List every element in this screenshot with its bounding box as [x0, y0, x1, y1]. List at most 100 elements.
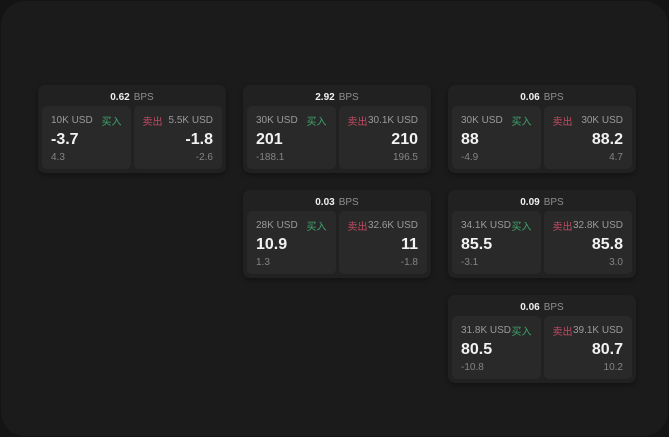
sell-panel[interactable]: 卖出 39.1K USD 80.7 10.2 — [543, 316, 632, 379]
buy-delta: -4.9 — [461, 152, 479, 163]
buy-price: 201 — [256, 131, 283, 148]
spread-value: 0.06 — [520, 92, 540, 103]
quote-card: 0.09 BPS 34.1K USD 买入 85.5 -3.1 卖出 32.8K… — [448, 190, 636, 278]
quote-card: 0.06 BPS 30K USD 买入 88 -4.9 卖出 30K USD 8… — [448, 85, 636, 173]
sell-side-label: 卖出 — [552, 222, 573, 233]
sell-side-label: 卖出 — [347, 222, 368, 233]
sell-delta: -2.6 — [195, 152, 213, 163]
buy-top-row: 31.8K USD 买入 — [461, 323, 532, 338]
spread-unit: BPS — [543, 302, 564, 313]
buy-notional: 10K USD — [51, 115, 93, 126]
buy-delta: -10.8 — [461, 362, 484, 373]
buy-panel[interactable]: 34.1K USD 买入 85.5 -3.1 — [452, 211, 541, 274]
sell-notional: 32.6K USD — [367, 220, 418, 231]
sell-price: 80.7 — [591, 341, 623, 358]
buy-notional: 31.8K USD — [461, 325, 512, 336]
sell-side-label: 卖出 — [347, 117, 368, 128]
sell-top-row: 卖出 32.6K USD — [348, 218, 419, 233]
sell-side-label: 卖出 — [142, 117, 163, 128]
sell-top-row: 卖出 32.8K USD — [553, 218, 624, 233]
spread-header: 0.06 BPS — [452, 299, 632, 316]
sell-price: 88.2 — [591, 131, 623, 148]
spread-header: 0.09 BPS — [452, 194, 632, 211]
buy-top-row: 30K USD 买入 — [256, 113, 327, 128]
quote-panels: 30K USD 买入 88 -4.9 卖出 30K USD 88.2 4.7 — [452, 106, 632, 169]
sell-side-label: 卖出 — [552, 327, 573, 338]
spread-header: 0.03 BPS — [247, 194, 427, 211]
buy-panel[interactable]: 30K USD 买入 88 -4.9 — [452, 106, 541, 169]
sell-panel[interactable]: 卖出 32.8K USD 85.8 3.0 — [543, 211, 632, 274]
buy-panel[interactable]: 28K USD 买入 10.9 1.3 — [247, 211, 336, 274]
buy-side-label: 买入 — [306, 117, 327, 128]
buy-side-label: 买入 — [306, 222, 327, 233]
quote-panels: 10K USD 买入 -3.7 4.3 卖出 5.5K USD -1.8 -2.… — [42, 106, 222, 169]
buy-delta: -3.1 — [461, 257, 479, 268]
buy-price: 80.5 — [461, 341, 493, 358]
sell-notional: 39.1K USD — [572, 325, 623, 336]
sell-notional: 5.5K USD — [168, 115, 213, 126]
spread-header: 0.06 BPS — [452, 89, 632, 106]
sell-panel[interactable]: 卖出 32.6K USD 11 -1.8 — [338, 211, 427, 274]
sell-panel[interactable]: 卖出 30.1K USD 210 196.5 — [338, 106, 427, 169]
spread-value: 0.03 — [315, 197, 335, 208]
buy-panel[interactable]: 30K USD 买入 201 -188.1 — [247, 106, 336, 169]
buy-panel[interactable]: 31.8K USD 买入 80.5 -10.8 — [452, 316, 541, 379]
sell-notional: 32.8K USD — [572, 220, 623, 231]
sell-delta: 3.0 — [609, 257, 623, 268]
sell-notional: 30K USD — [581, 115, 623, 126]
sell-notional: 30.1K USD — [367, 115, 418, 126]
quote-panels: 30K USD 买入 201 -188.1 卖出 30.1K USD 210 1… — [247, 106, 427, 169]
sell-top-row: 卖出 39.1K USD — [553, 323, 624, 338]
sell-price: 85.8 — [591, 236, 623, 253]
spread-unit: BPS — [338, 197, 359, 208]
sell-price: -1.8 — [185, 131, 213, 148]
buy-notional: 30K USD — [256, 115, 298, 126]
buy-side-label: 买入 — [511, 222, 532, 233]
sell-top-row: 卖出 5.5K USD — [143, 113, 214, 128]
buy-top-row: 28K USD 买入 — [256, 218, 327, 233]
spread-value: 0.62 — [110, 92, 130, 103]
buy-delta: 4.3 — [51, 152, 65, 163]
spread-unit: BPS — [338, 92, 359, 103]
quote-panels: 31.8K USD 买入 80.5 -10.8 卖出 39.1K USD 80.… — [452, 316, 632, 379]
buy-price: 10.9 — [256, 236, 288, 253]
spread-unit: BPS — [543, 92, 564, 103]
buy-top-row: 30K USD 买入 — [461, 113, 532, 128]
spread-unit: BPS — [543, 197, 564, 208]
spread-value: 0.06 — [520, 302, 540, 313]
buy-notional: 34.1K USD — [461, 220, 512, 231]
buy-delta: -188.1 — [256, 152, 285, 163]
sell-delta: -1.8 — [400, 257, 418, 268]
sell-delta: 10.2 — [603, 362, 623, 373]
quote-panels: 28K USD 买入 10.9 1.3 卖出 32.6K USD 11 -1.8 — [247, 211, 427, 274]
quote-card: 2.92 BPS 30K USD 买入 201 -188.1 卖出 30.1K … — [243, 85, 431, 173]
buy-top-row: 10K USD 买入 — [51, 113, 122, 128]
buy-price: 88 — [461, 131, 479, 148]
quote-panels: 34.1K USD 买入 85.5 -3.1 卖出 32.8K USD 85.8… — [452, 211, 632, 274]
spread-unit: BPS — [133, 92, 154, 103]
buy-side-label: 买入 — [511, 327, 532, 338]
sell-delta: 196.5 — [392, 152, 418, 163]
buy-panel[interactable]: 10K USD 买入 -3.7 4.3 — [42, 106, 131, 169]
sell-panel[interactable]: 卖出 5.5K USD -1.8 -2.6 — [133, 106, 222, 169]
sell-price: 11 — [401, 236, 418, 253]
quote-card: 0.06 BPS 31.8K USD 买入 80.5 -10.8 卖出 39.1… — [448, 295, 636, 383]
spread-value: 0.09 — [520, 197, 540, 208]
sell-top-row: 卖出 30K USD — [553, 113, 624, 128]
buy-price: -3.7 — [51, 131, 79, 148]
quote-card: 0.03 BPS 28K USD 买入 10.9 1.3 卖出 32.6K US… — [243, 190, 431, 278]
sell-panel[interactable]: 卖出 30K USD 88.2 4.7 — [543, 106, 632, 169]
buy-delta: 1.3 — [256, 257, 270, 268]
buy-notional: 28K USD — [256, 220, 298, 231]
spread-value: 2.92 — [315, 92, 335, 103]
spread-header: 2.92 BPS — [247, 89, 427, 106]
buy-side-label: 买入 — [101, 117, 122, 128]
sell-price: 210 — [391, 131, 418, 148]
buy-notional: 30K USD — [461, 115, 503, 126]
quote-card: 0.62 BPS 10K USD 买入 -3.7 4.3 卖出 5.5K USD… — [38, 85, 226, 173]
buy-top-row: 34.1K USD 买入 — [461, 218, 532, 233]
buy-side-label: 买入 — [511, 117, 532, 128]
sell-top-row: 卖出 30.1K USD — [348, 113, 419, 128]
buy-price: 85.5 — [461, 236, 493, 253]
